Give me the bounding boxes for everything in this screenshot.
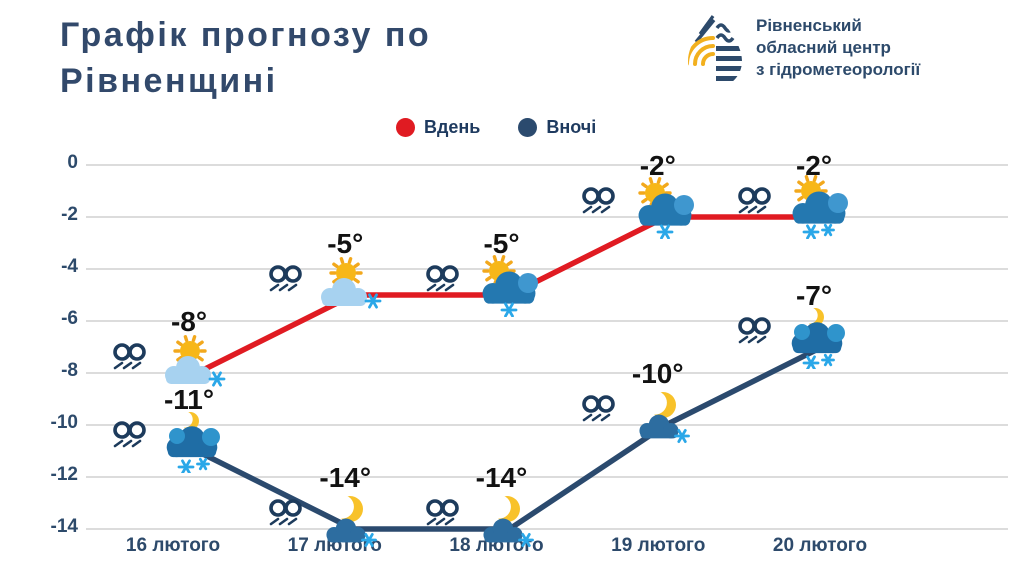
y-axis-tick-label: -12 [50,464,78,485]
sun-behind-cloud-snow-icon [481,255,538,317]
sun-behind-cloud-2snow-icon [792,175,848,239]
x-axis-date-label: 16 лютого [125,535,221,556]
logo-line-2: обласний центр [756,38,891,57]
legend: Вдень Вночі [396,117,596,138]
temp-label: -5° [327,228,364,259]
legend-item-night: Вночі [518,117,596,138]
temp-label: -2° [639,150,676,181]
y-axis-tick-label: -2 [61,204,78,225]
temp-label: -14° [319,462,372,493]
y-axis-tick-label: -10 [50,412,78,433]
blowing-snow-wind-icon [425,265,459,292]
logo-text: Рівненський обласний центр з гідрометеор… [756,15,920,81]
page-title: Графік прогнозу по Рівненщині [60,16,432,100]
blowing-snow-wind-icon [738,317,771,344]
blowing-snow-wind-icon [269,499,303,526]
blowing-snow-wind-icon [738,187,771,214]
legend-label-day: Вдень [424,117,481,137]
blowing-snow-wind-icon [113,421,146,448]
legend-dot-day [396,118,415,137]
legend-label-night: Вночі [546,117,597,137]
moon-behind-cloud-2snow-icon [166,412,220,473]
logo-line-3: з гідрометеорології [756,60,921,79]
temp-label: -5° [483,228,520,259]
temp-label: -8° [170,306,208,337]
x-axis-date-label: 19 лютого [611,535,706,556]
y-axis-tick-label: -4 [61,256,78,277]
sun-behind-cloud-snow-icon [638,177,694,239]
temp-label: -14° [475,462,528,493]
legend-item-day: Вдень [396,117,480,138]
sun-cloud-snow-icon [165,334,226,387]
temp-label: -7° [795,280,833,311]
blowing-snow-wind-icon [581,187,615,214]
water-drop-logo-icon [688,10,742,88]
moon-cloud-snow-icon [326,496,378,547]
y-axis-tick-label: -8 [61,360,78,381]
logo-line-1: Рівненський [756,16,862,35]
hydromet-logo: Рівненський обласний центр з гідрометеор… [686,8,920,88]
x-axis-date-label: 20 лютого [772,535,868,556]
blowing-snow-wind-icon [113,343,146,370]
temp-label: -2° [795,150,833,181]
blowing-snow-wind-icon [425,499,459,526]
legend-dot-night [518,118,538,137]
moon-behind-cloud-2snow-icon [791,308,845,369]
blowing-snow-wind-icon [269,265,303,292]
temp-label: -11° [163,384,215,415]
y-axis-tick-label: 0 [67,152,78,173]
moon-cloud-snow-icon [482,496,534,547]
temp-label: -10° [631,358,684,389]
y-axis-tick-label: -6 [61,308,78,329]
y-axis-tick-label: -14 [50,516,78,537]
sun-cloud-snow-icon [321,256,382,309]
blowing-snow-wind-icon [581,395,615,422]
moon-cloud-snow-icon [639,392,690,443]
